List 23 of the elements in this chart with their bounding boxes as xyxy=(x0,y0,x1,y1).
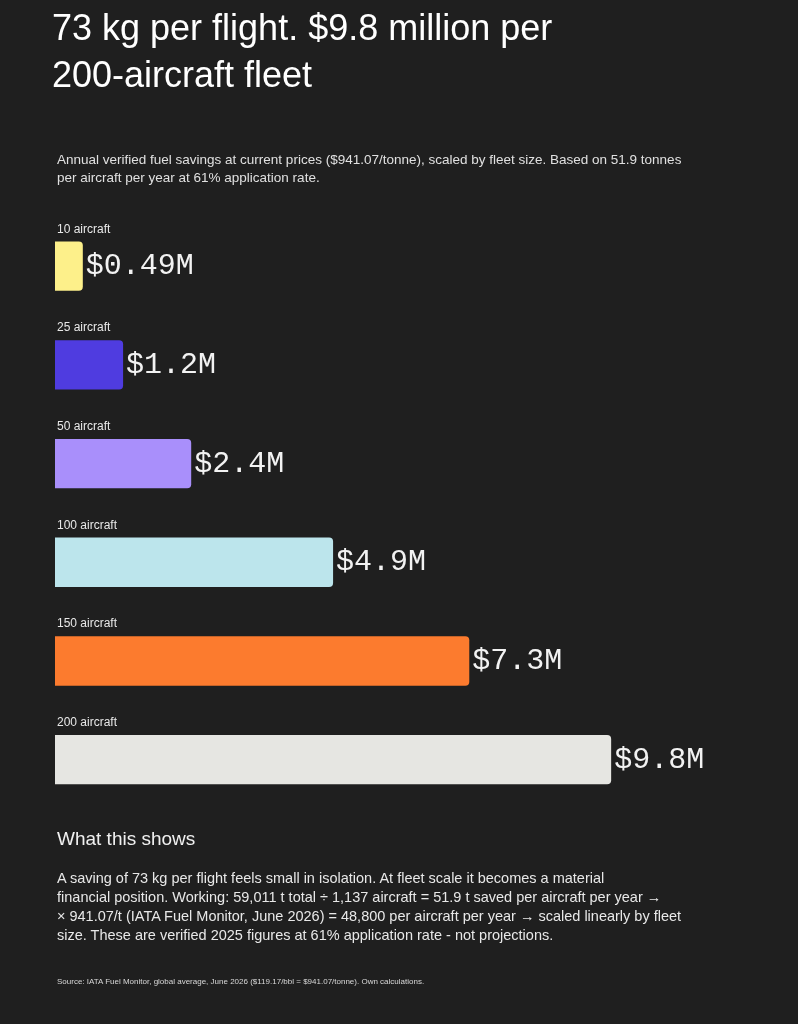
text: A saving of 73 kg per flight feels small in isolation. At fleet scale it becomes a material financial position. Working: 59,011 t total ÷ 1,137 aircraft = 51.9 t saved per aircraft per year → × 941.07/t (IATA Fuel Monitor, June 2026) = 48,800 per aircraft per year → scaled linearly by fleet size. These are verified 2025 figures at 61% application rate - not projections. xyxy=(57,870,682,943)
y-tick-label: 100 aircraft xyxy=(57,518,118,532)
y-tick-label: 25 aircraft xyxy=(57,320,112,334)
bar xyxy=(55,636,470,686)
y-tick-label: 150 aircraft xyxy=(57,616,118,630)
source-note: Source: IATA Fuel Monitor, global average, June 2026 ($119.17/bbl = $941.07/tonne). Own calculations. xyxy=(57,977,425,986)
data-label: $0.49M xyxy=(85,249,194,284)
data-label: $7.3M xyxy=(472,643,563,678)
y-tick-label: 50 aircraft xyxy=(57,419,112,433)
y-tick-label: 200 aircraft xyxy=(57,715,118,729)
bar xyxy=(55,734,612,785)
data-label: $2.4M xyxy=(194,446,285,481)
bar xyxy=(55,537,334,587)
chart-subtitle: Annual verified fuel savings at current prices ($941.07/tonne), scaled by fleet size. Based on 51.9 tonnes per aircraft per year at 61% application rate. xyxy=(57,152,682,185)
chart-title: 73 kg per flight. $9.8 million per 200-aircraft fleet xyxy=(52,7,553,95)
bar xyxy=(55,438,192,489)
bar xyxy=(55,340,124,390)
y-tick-label: 10 aircraft xyxy=(57,222,112,236)
data-label: $4.9M xyxy=(336,545,427,580)
data-label: $1.2M xyxy=(126,347,217,382)
bar xyxy=(55,241,83,291)
text: What this shows xyxy=(57,828,196,849)
data-label: $9.8M xyxy=(614,742,705,777)
